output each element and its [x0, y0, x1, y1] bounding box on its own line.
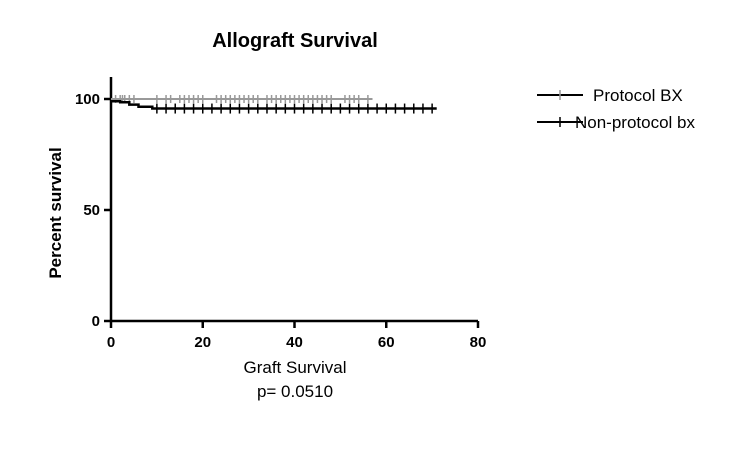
x-tick-label: 20: [194, 334, 211, 351]
plot-area: [111, 95, 437, 114]
legend-label: Protocol BX: [593, 86, 683, 105]
x-axis-ticks: 0 20 40 60 80: [107, 321, 487, 351]
p-value-annotation: p= 0.0510: [257, 382, 333, 401]
x-tick-label: 0: [107, 334, 115, 351]
chart-title: Allograft Survival: [212, 30, 378, 52]
x-axis: 0 20 40 60 80: [107, 319, 487, 351]
legend-item-protocol-bx: Protocol BX: [537, 86, 683, 105]
y-tick-label: 0: [92, 313, 100, 330]
y-axis-title: Percent survival: [46, 147, 65, 278]
legend-label: Non-protocol bx: [575, 113, 696, 132]
legend: Protocol BX Non-protocol bx: [537, 86, 696, 132]
survival-curve: [111, 99, 437, 110]
y-tick-label: 100: [75, 91, 100, 108]
x-tick-label: 80: [470, 334, 487, 351]
series-protocol-bx: [111, 95, 373, 103]
y-axis: 0 50 100: [75, 77, 113, 330]
y-axis-ticks: 0 50 100: [75, 91, 111, 330]
x-tick-label: 40: [286, 334, 303, 351]
y-tick-label: 50: [83, 202, 100, 219]
x-axis-title: Graft Survival: [244, 358, 347, 377]
x-tick-label: 60: [378, 334, 395, 351]
legend-item-non-protocol-bx: Non-protocol bx: [537, 113, 696, 132]
series-non-protocol-bx: [111, 99, 437, 114]
